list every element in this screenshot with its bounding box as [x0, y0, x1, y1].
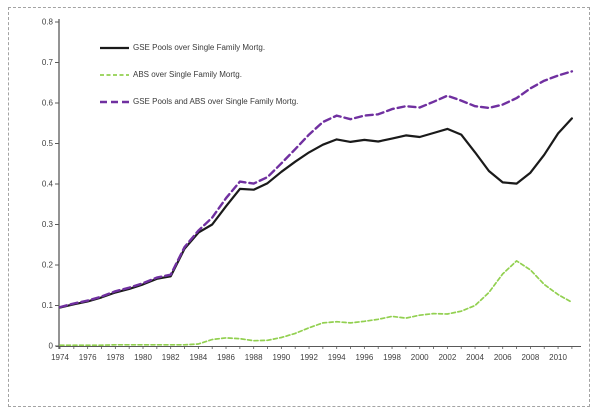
x-tick-label: 2000	[411, 353, 429, 362]
series-line-0	[58, 117, 574, 309]
x-tick-label: 2004	[466, 353, 484, 362]
y-tick-label: 0.7	[42, 58, 54, 67]
x-tick-label: 1976	[79, 353, 97, 362]
legend-label-gse-pools-and-abs: GSE Pools and ABS over Single Family Mor…	[133, 97, 299, 106]
x-tick-label: 1998	[383, 353, 401, 362]
legend-item-gse-pools: GSE Pools over Single Family Mortg.	[99, 34, 298, 61]
x-tick-label: 1982	[162, 353, 180, 362]
legend-item-gse-pools-and-abs: GSE Pools and ABS over Single Family Mor…	[99, 88, 298, 115]
legend-sample-short-dash-line	[100, 73, 129, 76]
series-line-2	[58, 70, 574, 309]
y-tick-label: 0.4	[42, 180, 54, 189]
x-tick-label: 1996	[355, 353, 373, 362]
x-tick-label: 2002	[438, 353, 456, 362]
x-tick-label: 1988	[245, 353, 263, 362]
y-tick-label: 0.5	[42, 139, 54, 148]
x-tick-label: 1986	[217, 353, 235, 362]
x-tick-label: 2008	[521, 353, 539, 362]
x-tick-label: 1984	[189, 353, 207, 362]
y-tick-label: 0.3	[42, 220, 54, 229]
figure-border	[8, 7, 590, 407]
x-tick-label: 1990	[272, 353, 290, 362]
series-line-1	[59, 260, 573, 347]
x-tick-label: 1980	[134, 353, 152, 362]
x-tick-label: 1978	[106, 353, 124, 362]
x-tick-label: 1994	[328, 353, 346, 362]
y-tick-label: 0.8	[42, 18, 54, 27]
y-tick-label: 0	[49, 342, 54, 351]
legend-sample-solid-line	[100, 46, 129, 49]
x-tick-label: 1974	[51, 353, 69, 362]
y-tick-label: 0.6	[42, 99, 54, 108]
legend-label-abs: ABS over Single Family Mortg.	[133, 70, 242, 79]
legend-sample-long-dash-line	[100, 100, 129, 103]
x-tick-label: 2010	[549, 353, 567, 362]
chart-legend: GSE Pools over Single Family Mortg. ABS …	[99, 34, 298, 115]
x-tick-label: 1992	[300, 353, 318, 362]
x-tick-label: 2006	[494, 353, 512, 362]
legend-item-abs: ABS over Single Family Mortg.	[99, 61, 298, 88]
y-tick-label: 0.1	[42, 301, 54, 310]
y-tick-label: 0.2	[42, 261, 54, 270]
legend-label-gse-pools: GSE Pools over Single Family Mortg.	[133, 43, 266, 52]
